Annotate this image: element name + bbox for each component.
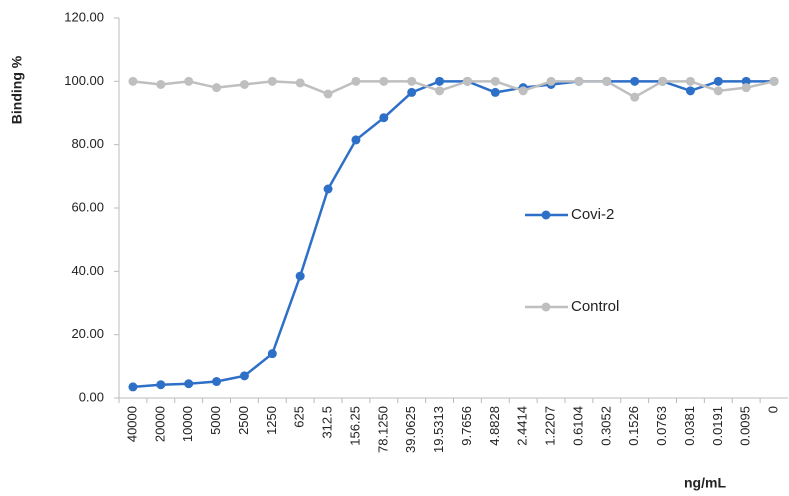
x-tick-label: 2500 <box>236 406 251 435</box>
x-tick-label: 312.5 <box>320 406 335 439</box>
data-point <box>323 184 333 194</box>
data-point <box>267 76 277 86</box>
x-tick-label: 0.3052 <box>598 406 613 446</box>
x-tick-label: 156.25 <box>347 406 362 446</box>
data-point <box>407 87 417 97</box>
data-point <box>630 92 640 102</box>
data-point <box>323 89 333 99</box>
x-tick-label: 4.8828 <box>487 406 502 446</box>
data-point <box>239 80 249 89</box>
x-tick-label: 39.0625 <box>403 406 418 453</box>
data-point <box>685 76 695 86</box>
series-line <box>132 80 775 99</box>
x-tick-label: 9.7656 <box>459 406 474 446</box>
legend-label: Covi-2 <box>571 206 614 223</box>
data-point <box>713 86 723 96</box>
data-point <box>685 86 695 96</box>
data-point <box>630 76 640 86</box>
y-tick-label: 20.00 <box>71 326 104 341</box>
data-point <box>295 78 305 88</box>
data-point <box>184 76 194 86</box>
y-tick-label: 100.00 <box>64 73 104 88</box>
x-tick-label: 0.0763 <box>654 406 669 446</box>
y-axis-title: Binding % <box>9 55 25 124</box>
data-point <box>128 382 138 392</box>
y-tick-label: 80.00 <box>71 136 104 151</box>
x-tick-label: 19.5313 <box>431 406 446 453</box>
data-point <box>351 135 361 145</box>
series-line <box>132 80 775 389</box>
legend-marker <box>541 302 551 312</box>
data-point <box>574 76 584 86</box>
x-tick-label: 0 <box>766 406 781 413</box>
data-point <box>156 380 166 390</box>
x-tick-label: 20000 <box>152 406 167 442</box>
x-axis-title: ng/mL <box>684 475 726 491</box>
y-tick-label: 40.00 <box>71 263 104 278</box>
data-point <box>741 76 751 86</box>
y-tick-label: 60.00 <box>71 199 104 214</box>
legend-marker <box>541 210 551 220</box>
x-tick-label: 625 <box>292 406 307 428</box>
x-tick-label: 0.0095 <box>738 406 753 446</box>
data-point <box>351 76 361 86</box>
data-point <box>184 379 194 389</box>
data-point <box>769 76 779 86</box>
data-point <box>462 76 472 86</box>
data-point <box>435 86 445 96</box>
y-tick-label: 120.00 <box>64 9 104 24</box>
data-point <box>212 377 222 387</box>
data-point <box>128 76 138 86</box>
x-tick-label: 40000 <box>124 406 139 442</box>
data-point <box>267 349 277 359</box>
x-tick-label: 1.2207 <box>543 406 558 446</box>
data-point <box>156 80 166 89</box>
data-point <box>407 76 417 86</box>
legend-label: Control <box>571 298 619 315</box>
x-tick-label: 0.1526 <box>626 406 641 446</box>
x-tick-label: 0.0381 <box>682 406 697 446</box>
x-tick-label: 1250 <box>264 406 279 435</box>
data-point <box>602 76 612 86</box>
data-point <box>658 76 668 86</box>
data-point <box>239 371 249 381</box>
data-point <box>379 76 389 86</box>
y-tick-label: 0.00 <box>79 389 104 404</box>
data-point <box>546 76 556 86</box>
data-point <box>295 271 305 281</box>
x-tick-label: 10000 <box>180 406 195 442</box>
data-point <box>518 86 528 96</box>
data-point <box>490 76 500 86</box>
x-tick-label: 5000 <box>208 406 223 435</box>
x-tick-label: 2.4414 <box>515 406 530 446</box>
data-point <box>379 113 389 123</box>
x-tick-label: 78.1250 <box>375 406 390 453</box>
data-point <box>741 83 751 93</box>
data-point <box>212 83 222 93</box>
data-point <box>713 76 723 86</box>
data-point <box>435 76 445 86</box>
x-tick-label: 0.6104 <box>570 406 585 446</box>
data-point <box>490 87 500 97</box>
x-tick-label: 0.0191 <box>710 406 725 446</box>
